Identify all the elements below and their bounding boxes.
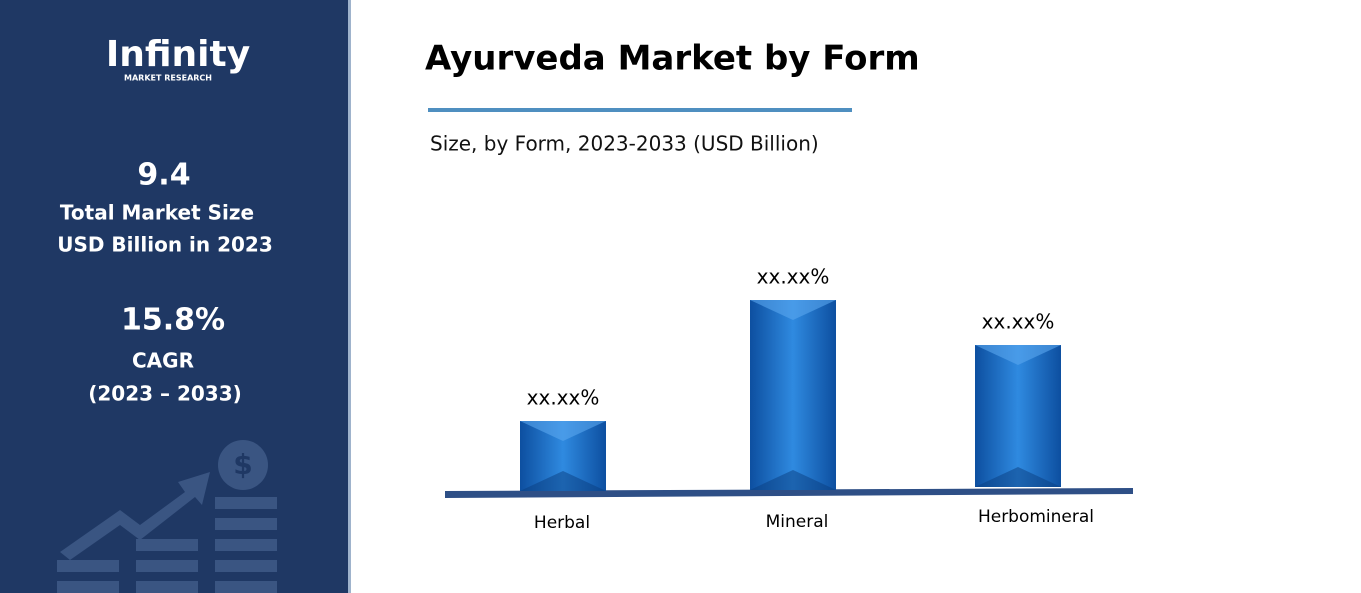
bar-bevel xyxy=(750,300,836,320)
cagr-period: (2023 – 2033) xyxy=(88,382,242,406)
logo: Infinity xyxy=(106,34,250,75)
value-label: xx.xx% xyxy=(527,386,600,410)
growth-icon xyxy=(57,440,277,593)
logo-sub: MARKET RESEARCH xyxy=(124,74,212,83)
bar-bevel xyxy=(750,470,836,490)
market-size-unit: USD Billion in 2023 xyxy=(57,233,273,257)
sidebar-edge xyxy=(348,0,351,593)
bar-bevel xyxy=(520,421,606,441)
market-size: 9.4 xyxy=(137,158,190,193)
cagr-label: CAGR xyxy=(132,349,194,373)
baseline xyxy=(445,488,1133,498)
dollar-icon: $ xyxy=(233,448,252,481)
chart-title: Ayurveda Market by Form xyxy=(425,39,920,79)
x-tick-label: Herbal xyxy=(534,513,590,533)
chart-subtitle: Size, by Form, 2023-2033 (USD Billion) xyxy=(430,132,819,156)
value-label: xx.xx% xyxy=(757,265,830,289)
cagr: 15.8% xyxy=(121,303,225,338)
sidebar xyxy=(0,0,348,593)
bar-bevel xyxy=(520,471,606,491)
bar-bevel xyxy=(975,467,1061,487)
bar-bevel xyxy=(975,345,1061,365)
bar xyxy=(750,300,836,490)
x-tick-label: Herbomineral xyxy=(978,507,1094,527)
market-size-label: Total Market Size xyxy=(60,201,254,225)
value-label: xx.xx% xyxy=(982,310,1055,334)
x-tick-label: Mineral xyxy=(766,512,829,532)
title-underline xyxy=(428,108,852,112)
bar xyxy=(975,345,1061,487)
